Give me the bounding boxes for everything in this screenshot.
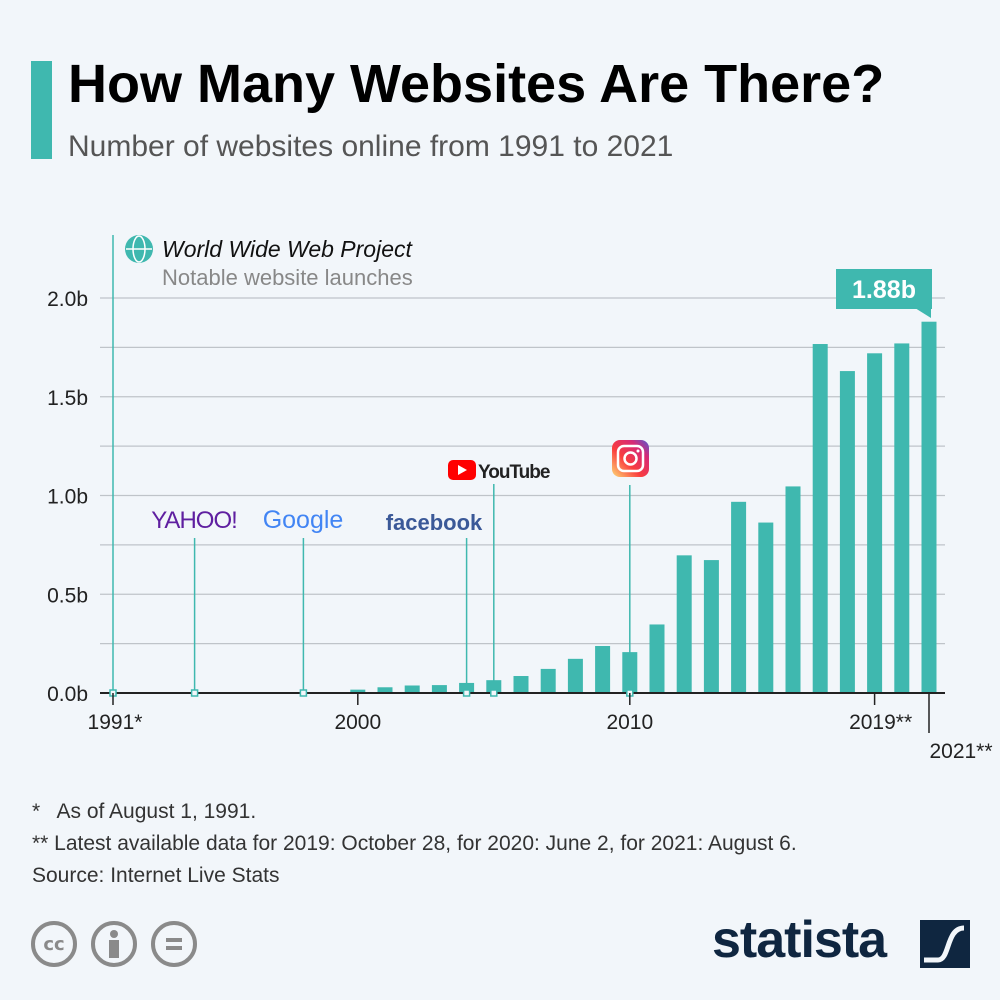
launch-marker xyxy=(190,689,199,697)
launch-marker xyxy=(462,689,471,697)
y-tick-label: 1.5b xyxy=(47,387,88,410)
bar-2006 xyxy=(513,676,529,693)
bar-2000 xyxy=(350,689,366,693)
y-tick-label: 2.0b xyxy=(47,288,88,311)
bar-2021 xyxy=(921,321,937,693)
google-logo: Google xyxy=(263,506,344,534)
yahoo-logo: YAHOO! xyxy=(151,507,237,534)
x-tick-label: 2010 xyxy=(606,711,653,734)
x-tick-label: 2019** xyxy=(849,711,912,734)
launch-marker xyxy=(299,689,308,697)
y-tick-label: 1.0b xyxy=(47,486,88,509)
attribution-icon xyxy=(91,921,137,967)
youtube-play-triangle xyxy=(458,465,467,475)
instagram-dot xyxy=(636,449,640,453)
bar-2004 xyxy=(459,682,475,693)
cc-icon-label: cc xyxy=(43,933,65,955)
bar-2018 xyxy=(839,371,855,693)
instagram-logo xyxy=(612,440,649,477)
no-derivatives-icon xyxy=(151,921,197,967)
instagram-frame xyxy=(616,444,645,473)
y-tick-label: 0.0b xyxy=(47,683,88,706)
bar-2014 xyxy=(731,501,747,693)
bar-2010 xyxy=(622,652,638,693)
chart-subtitle: Number of websites online from 1991 to 2… xyxy=(68,130,674,163)
bar-2001 xyxy=(377,687,393,693)
bar-2002 xyxy=(404,685,420,693)
title-accent-bar xyxy=(31,61,52,159)
annotation-subtitle: Notable website launches xyxy=(162,265,413,290)
source-note: Source: Internet Live Stats xyxy=(32,864,280,887)
facebook-logo: facebook xyxy=(386,510,483,535)
equals-icon xyxy=(166,938,182,950)
cc-icon: cc xyxy=(31,921,77,967)
bar-2003 xyxy=(431,685,447,693)
y-tick-label: 0.5b xyxy=(47,584,88,607)
youtube-logo: YouTube xyxy=(478,462,550,483)
launch-marker xyxy=(490,689,498,697)
bar-2019 xyxy=(867,353,883,693)
bar-2011 xyxy=(649,624,665,693)
callout-box xyxy=(836,269,932,309)
bar-2015 xyxy=(758,522,774,693)
footnote-1: * As of August 1, 1991. xyxy=(32,800,257,823)
bar-2012 xyxy=(676,555,692,693)
bar-2007 xyxy=(540,668,556,693)
bar-2017 xyxy=(812,344,828,693)
bar-2009 xyxy=(595,645,611,693)
person-icon xyxy=(109,930,119,958)
bar-2016 xyxy=(785,486,801,693)
footnotes: * As of August 1, 1991. ** Latest availa… xyxy=(32,796,797,892)
statista-mark-icon xyxy=(920,920,970,968)
callout-pointer xyxy=(915,308,931,318)
x-tick-label: 1991* xyxy=(88,711,143,734)
instagram-lens xyxy=(623,451,638,466)
annotation-title: World Wide Web Project xyxy=(162,236,413,262)
x-tick-label: 2021** xyxy=(929,740,992,763)
callout-label: 1.88b xyxy=(852,276,916,304)
bar-2020 xyxy=(894,343,910,693)
statista-logo[interactable]: statista xyxy=(712,911,887,969)
bar-2013 xyxy=(703,560,719,693)
bar-2008 xyxy=(567,658,583,693)
footnote-2: ** Latest available data for 2019: Octob… xyxy=(32,832,797,855)
chart-title: How Many Websites Are There? xyxy=(68,54,885,114)
x-tick-label: 2000 xyxy=(334,711,381,734)
